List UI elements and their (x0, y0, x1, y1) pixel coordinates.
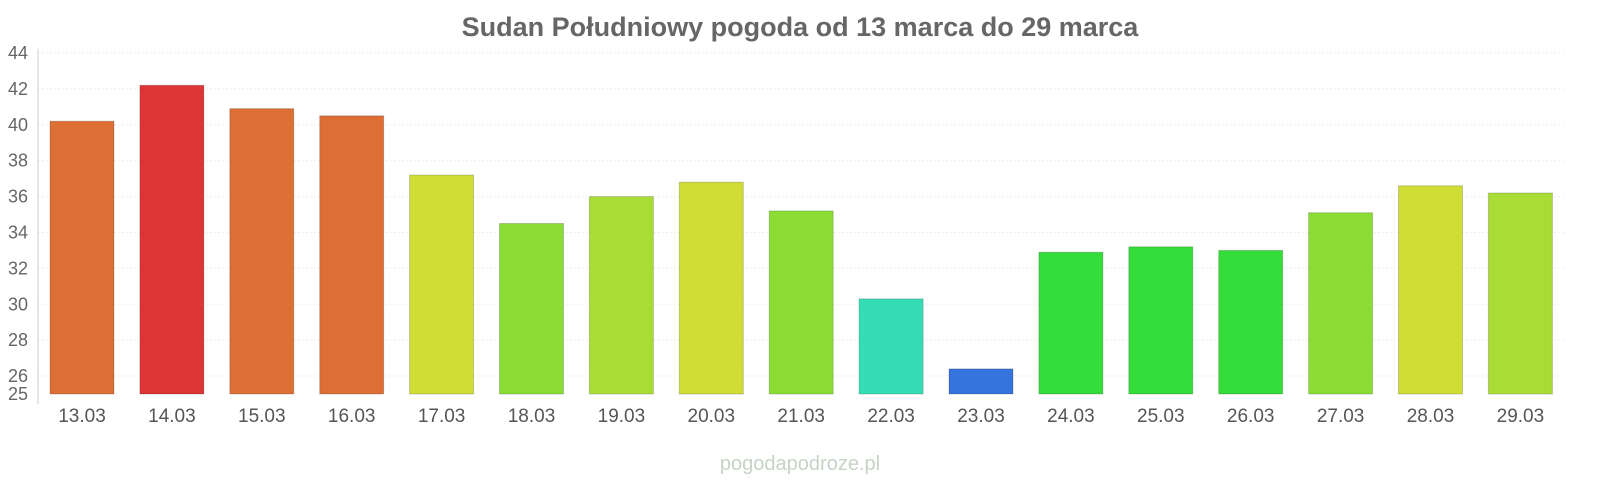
bar (588, 196, 654, 395)
x-tick-label: 14.03 (148, 406, 196, 427)
x-tick-label: 25.03 (1137, 406, 1185, 427)
y-tick-label: 25 (8, 384, 28, 404)
bar (948, 368, 1014, 395)
bar (1308, 212, 1374, 395)
bar (1218, 249, 1284, 395)
x-tick-label: 23.03 (957, 406, 1005, 427)
y-tick-label: 44 (8, 43, 28, 63)
x-tick-label: 26.03 (1227, 406, 1275, 427)
bar (139, 84, 205, 395)
x-tick-label: 19.03 (598, 406, 646, 427)
y-tick-label: 38 (8, 151, 28, 171)
bar (1038, 251, 1104, 395)
y-tick-label: 30 (8, 294, 28, 314)
bar (1128, 246, 1194, 395)
bar (409, 174, 475, 395)
y-tick-label: 28 (8, 330, 28, 350)
x-tick-label: 28.03 (1407, 406, 1455, 427)
x-tick-label: 21.03 (777, 406, 825, 427)
bar (499, 223, 564, 395)
x-tick-label: 22.03 (867, 406, 915, 427)
source-watermark: pogodapodroze.pl (720, 453, 880, 475)
y-tick-label: 34 (8, 222, 28, 242)
bar (319, 115, 385, 395)
bar (1487, 192, 1553, 395)
x-tick-label: 20.03 (688, 406, 736, 427)
chart-title: Sudan Południowy pogoda od 13 marca do 2… (462, 12, 1140, 42)
y-tick-label: 42 (8, 79, 28, 99)
bar (1398, 185, 1463, 395)
bar (49, 120, 115, 395)
x-tick-label: 24.03 (1047, 406, 1095, 427)
bar (229, 108, 295, 395)
x-tick-label: 18.03 (508, 406, 556, 427)
bar (768, 210, 834, 395)
y-tick-label: 32 (8, 258, 28, 278)
x-tick-label: 16.03 (328, 406, 376, 427)
y-tick-label: 40 (8, 115, 28, 135)
x-tick-label: 13.03 (58, 406, 106, 427)
x-axis: 13.03 14.03 15.03 16.03 17.03 18.03 19.03 20.03… (58, 406, 1544, 427)
y-tick-label: 36 (8, 187, 28, 207)
x-tick-label: 17.03 (418, 406, 466, 427)
bar (678, 181, 744, 395)
x-tick-label: 27.03 (1317, 406, 1365, 427)
x-tick-label: 15.03 (238, 406, 286, 427)
bar (858, 298, 924, 395)
y-tick-label: 26 (8, 366, 28, 386)
x-tick-label: 29.03 (1497, 406, 1545, 427)
bars (49, 84, 1553, 395)
